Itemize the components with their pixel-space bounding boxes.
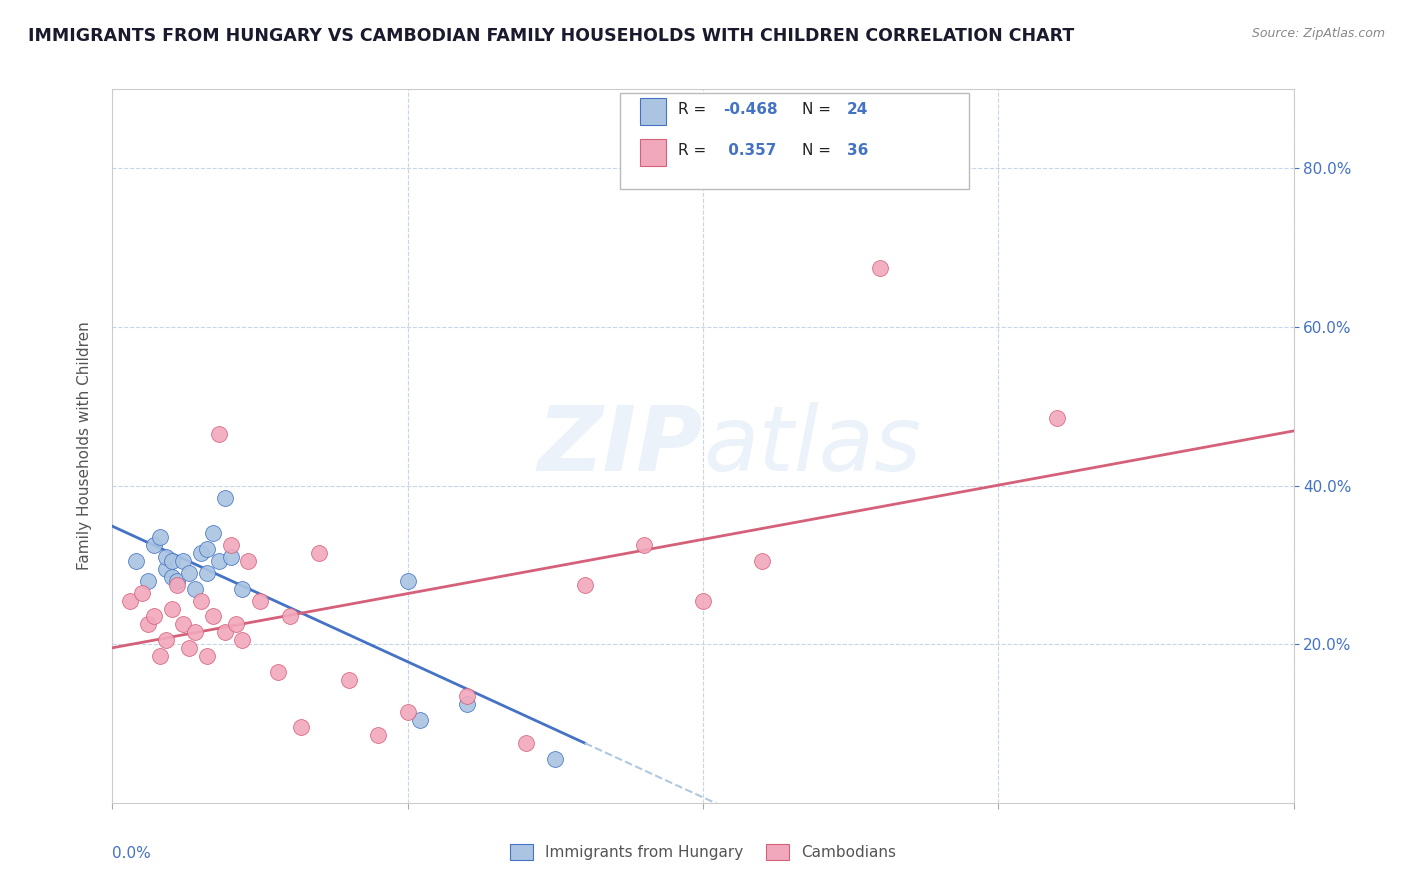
Text: 24: 24 <box>846 103 869 118</box>
Point <box>219 538 242 552</box>
Point <box>125 554 148 568</box>
Point <box>869 260 891 275</box>
Point <box>172 617 194 632</box>
Point <box>201 609 224 624</box>
Point <box>456 689 478 703</box>
Text: 0.0%: 0.0% <box>112 846 152 861</box>
Point <box>337 673 360 687</box>
Point <box>149 530 172 544</box>
Point <box>633 538 655 552</box>
Point <box>160 554 183 568</box>
Point <box>208 554 231 568</box>
FancyBboxPatch shape <box>620 93 969 189</box>
Point <box>160 601 183 615</box>
Text: atlas: atlas <box>703 402 921 490</box>
Point <box>208 427 231 442</box>
Text: 36: 36 <box>846 144 869 159</box>
Point <box>166 578 188 592</box>
Point <box>231 633 253 648</box>
Point <box>149 649 172 664</box>
Point <box>195 542 218 557</box>
Point <box>136 574 159 588</box>
Point <box>515 736 537 750</box>
Point <box>120 593 142 607</box>
Point <box>249 593 271 607</box>
Point <box>278 609 301 624</box>
Point <box>238 554 260 568</box>
Point <box>367 728 389 742</box>
Legend: Immigrants from Hungary, Cambodians: Immigrants from Hungary, Cambodians <box>503 838 903 866</box>
Point <box>574 578 596 592</box>
Point <box>219 549 242 564</box>
Point <box>544 752 567 766</box>
Point <box>751 554 773 568</box>
Point <box>172 554 194 568</box>
Text: R =: R = <box>678 144 711 159</box>
Point <box>225 617 247 632</box>
Point <box>267 665 290 679</box>
Point <box>1046 411 1069 425</box>
Point <box>396 574 419 588</box>
Point <box>179 566 201 580</box>
Point <box>136 617 159 632</box>
Point <box>160 570 183 584</box>
Point <box>155 633 177 648</box>
Point <box>408 713 430 727</box>
Point <box>155 562 177 576</box>
Text: 0.357: 0.357 <box>723 144 776 159</box>
Point <box>190 546 212 560</box>
Text: ZIP: ZIP <box>537 402 703 490</box>
Point <box>290 721 312 735</box>
Point <box>456 697 478 711</box>
Point <box>201 526 224 541</box>
Point <box>131 585 153 599</box>
Text: N =: N = <box>803 144 837 159</box>
Text: Source: ZipAtlas.com: Source: ZipAtlas.com <box>1251 27 1385 40</box>
Y-axis label: Family Households with Children: Family Households with Children <box>77 322 91 570</box>
Point <box>195 649 218 664</box>
Point <box>166 574 188 588</box>
Point <box>231 582 253 596</box>
Point <box>190 593 212 607</box>
Text: -0.468: -0.468 <box>723 103 778 118</box>
Point <box>214 625 236 640</box>
Point <box>142 609 165 624</box>
Text: N =: N = <box>803 103 837 118</box>
Point <box>308 546 330 560</box>
Point <box>214 491 236 505</box>
Point <box>179 641 201 656</box>
Point <box>184 625 207 640</box>
Point <box>142 538 165 552</box>
Point <box>692 593 714 607</box>
Text: R =: R = <box>678 103 711 118</box>
Point <box>184 582 207 596</box>
FancyBboxPatch shape <box>640 98 666 125</box>
FancyBboxPatch shape <box>640 139 666 166</box>
Point <box>155 549 177 564</box>
Text: IMMIGRANTS FROM HUNGARY VS CAMBODIAN FAMILY HOUSEHOLDS WITH CHILDREN CORRELATION: IMMIGRANTS FROM HUNGARY VS CAMBODIAN FAM… <box>28 27 1074 45</box>
Point <box>396 705 419 719</box>
Point <box>195 566 218 580</box>
